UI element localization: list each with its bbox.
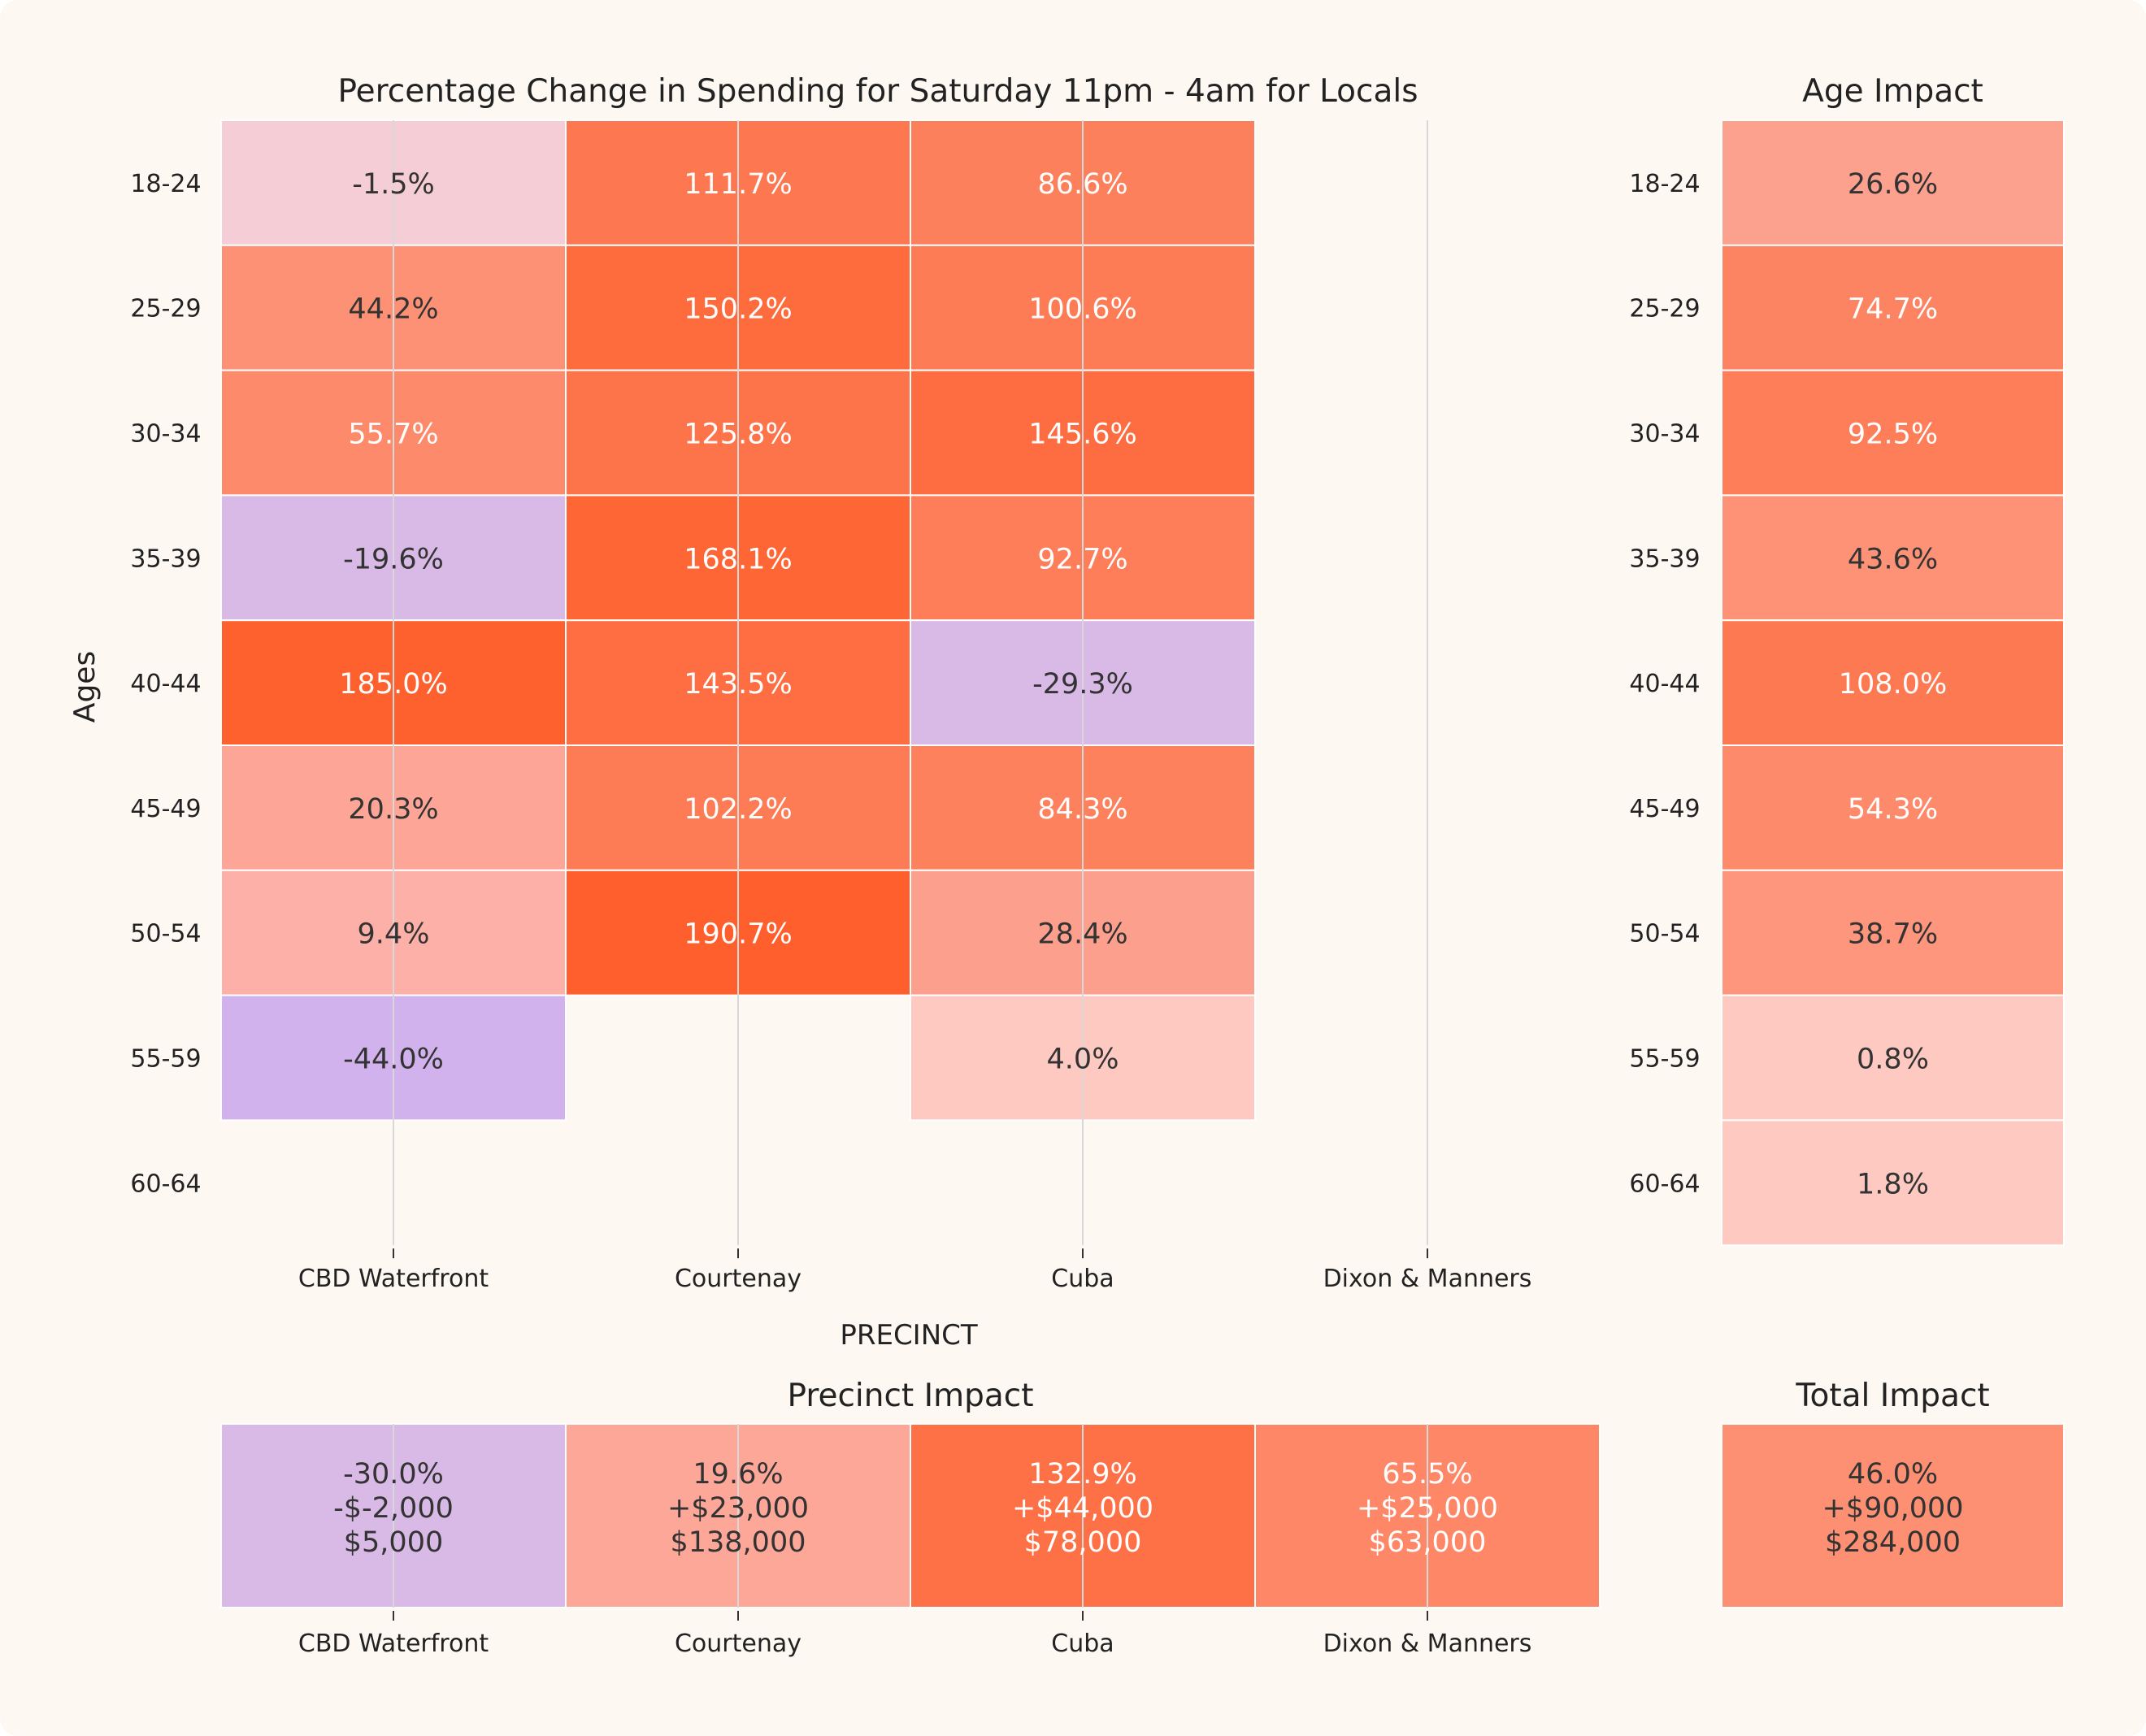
- precinct-impact-title: Precinct Impact: [787, 1378, 1033, 1414]
- age-impact-row-label: 30-34: [1629, 420, 1700, 449]
- age-impact-cell: [1721, 744, 2065, 871]
- age-impact-label: 1.8%: [1857, 1168, 1929, 1200]
- cell-label: 44.2%: [348, 293, 438, 326]
- cell-label: 168.1%: [684, 543, 792, 575]
- age-impact-cell: [1721, 869, 2065, 996]
- y-tick-label: 55-59: [130, 1045, 201, 1074]
- age-impact-label: 0.8%: [1857, 1044, 1929, 1076]
- y-tick-label: 25-29: [130, 295, 201, 323]
- total-impact-label: $284,000: [1825, 1526, 1961, 1559]
- x-axis-label: PRECINCT: [840, 1319, 978, 1352]
- age-impact-row-label: 45-49: [1629, 795, 1700, 823]
- age-impact-label: 92.5%: [1848, 419, 1938, 451]
- precinct-impact-label: +$23,000: [667, 1492, 809, 1525]
- precinct-impact-label: -30.0%: [343, 1458, 444, 1491]
- precinct-impact-label: +$44,000: [1012, 1492, 1153, 1525]
- age-impact-cell: [1721, 119, 2065, 246]
- precinct-impact-label: 65.5%: [1382, 1458, 1472, 1491]
- cell-label: 125.8%: [684, 419, 792, 451]
- age-impact-row-label: 60-64: [1629, 1170, 1700, 1198]
- precinct-tick-label: Dixon & Manners: [1323, 1630, 1532, 1658]
- age-impact-cell: [1721, 494, 2065, 622]
- cell-label: 143.5%: [684, 668, 792, 701]
- cell-label: -1.5%: [352, 168, 435, 201]
- age-impact-row-label: 25-29: [1629, 295, 1700, 323]
- age-impact-label: 54.3%: [1848, 793, 1938, 826]
- y-tick-label: 35-39: [130, 545, 201, 573]
- precinct-tick-label: CBD Waterfront: [298, 1630, 489, 1658]
- x-tick-label: Cuba: [1051, 1265, 1114, 1293]
- age-impact-row-label: 50-54: [1629, 920, 1700, 948]
- precinct-impact-label: 19.6%: [693, 1458, 783, 1491]
- age-impact-label: 26.6%: [1848, 168, 1938, 201]
- x-tick-label: Courtenay: [675, 1265, 801, 1293]
- cell-label: -44.0%: [343, 1044, 444, 1076]
- main-title: Percentage Change in Spending for Saturd…: [337, 73, 1418, 110]
- age-impact-cell: [1721, 994, 2065, 1122]
- age-impact-cell: [1721, 1119, 2065, 1247]
- cell-label: 185.0%: [339, 668, 447, 701]
- cell-label: 111.7%: [684, 168, 792, 201]
- precinct-impact-label: 132.9%: [1028, 1458, 1136, 1491]
- precinct-impact-label: $138,000: [670, 1526, 806, 1559]
- cell-label: 20.3%: [348, 793, 438, 826]
- precinct-impact-label: $5,000: [344, 1526, 443, 1559]
- cell-label: 190.7%: [684, 918, 792, 951]
- precinct-impact-label: $78,000: [1024, 1526, 1142, 1559]
- cell-label: 84.3%: [1037, 793, 1127, 826]
- age-impact-row-label: 55-59: [1629, 1045, 1700, 1074]
- x-tick-label: Dixon & Manners: [1323, 1265, 1532, 1293]
- age-impact-label: 108.0%: [1839, 668, 1947, 701]
- y-tick-label: 60-64: [130, 1170, 201, 1198]
- y-tick-label: 40-44: [130, 670, 201, 698]
- age-impact-label: 38.7%: [1848, 918, 1938, 951]
- age-impact-cell: [1721, 369, 2065, 497]
- total-impact-label: +$90,000: [1822, 1492, 1963, 1525]
- cell-label: 92.7%: [1037, 543, 1127, 575]
- precinct-impact-label: -$-2,000: [333, 1492, 454, 1525]
- cell-label: 145.6%: [1028, 419, 1136, 451]
- cell-label: 9.4%: [358, 918, 430, 951]
- age-impact-row-label: 35-39: [1629, 545, 1700, 573]
- cell-label: -29.3%: [1032, 668, 1133, 701]
- age-impact-label: 43.6%: [1848, 543, 1938, 575]
- age-impact-title: Age Impact: [1802, 73, 1983, 110]
- y-tick-label: 50-54: [130, 920, 201, 948]
- age-impact-cell: [1721, 619, 2065, 747]
- cell-label: 86.6%: [1037, 168, 1127, 201]
- cell-label: 150.2%: [684, 293, 792, 326]
- precinct-tick-label: Cuba: [1051, 1630, 1114, 1658]
- age-impact-row-label: 40-44: [1629, 670, 1700, 698]
- y-tick-label: 18-24: [130, 170, 201, 198]
- precinct-impact-label: $63,000: [1369, 1526, 1487, 1559]
- y-tick-label: 45-49: [130, 795, 201, 823]
- cell-label: 4.0%: [1047, 1044, 1119, 1076]
- cell-label: 28.4%: [1037, 918, 1127, 951]
- precinct-impact-label: +$25,000: [1357, 1492, 1498, 1525]
- age-impact-cell: [1721, 244, 2065, 371]
- y-axis-label: Ages: [68, 651, 102, 723]
- x-tick-label: CBD Waterfront: [298, 1265, 489, 1293]
- total-impact-label: 46.0%: [1848, 1458, 1938, 1491]
- y-tick-label: 30-34: [130, 420, 201, 449]
- cell-label: 100.6%: [1028, 293, 1136, 326]
- precinct-tick-label: Courtenay: [675, 1630, 801, 1658]
- total-impact-title: Total Impact: [1795, 1378, 1989, 1414]
- age-impact-row-label: 18-24: [1629, 170, 1700, 198]
- total-impact-cell: [1721, 1423, 2065, 1608]
- age-impact-label: 74.7%: [1848, 293, 1938, 326]
- cell-label: 55.7%: [348, 419, 438, 451]
- cell-label: -19.6%: [343, 543, 444, 575]
- cell-label: 102.2%: [684, 793, 792, 826]
